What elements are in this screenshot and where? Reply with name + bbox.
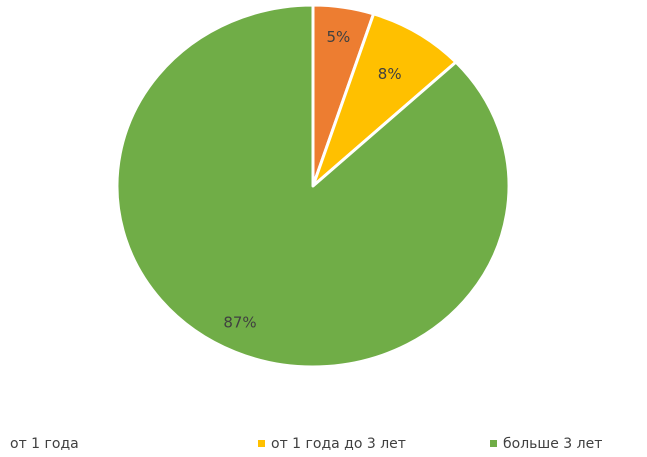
legend-label-1: от 1 года до 3 лет	[271, 436, 406, 452]
data-label-0: 5%	[327, 28, 351, 46]
pie-data-labels: 5% 8% 87%	[223, 28, 401, 331]
pie-slices	[115, 3, 511, 369]
legend-item-0: от 1 года	[10, 435, 79, 453]
legend-label-2: больше 3 лет	[503, 436, 603, 452]
pie-slice-2	[115, 3, 511, 369]
legend-label-0: от 1 года	[10, 436, 79, 452]
chart-legend: от 1 года от 1 года до 3 лет больше 3 ле…	[0, 435, 647, 455]
legend-item-1: от 1 года до 3 лет	[258, 435, 406, 453]
legend-item-2: больше 3 лет	[490, 435, 602, 453]
data-label-2: 87%	[223, 314, 256, 332]
pie-slice-1	[311, 12, 458, 188]
data-label-1: 8%	[378, 65, 402, 83]
legend-swatch-2	[490, 439, 497, 447]
legend-swatch-1	[258, 439, 265, 447]
